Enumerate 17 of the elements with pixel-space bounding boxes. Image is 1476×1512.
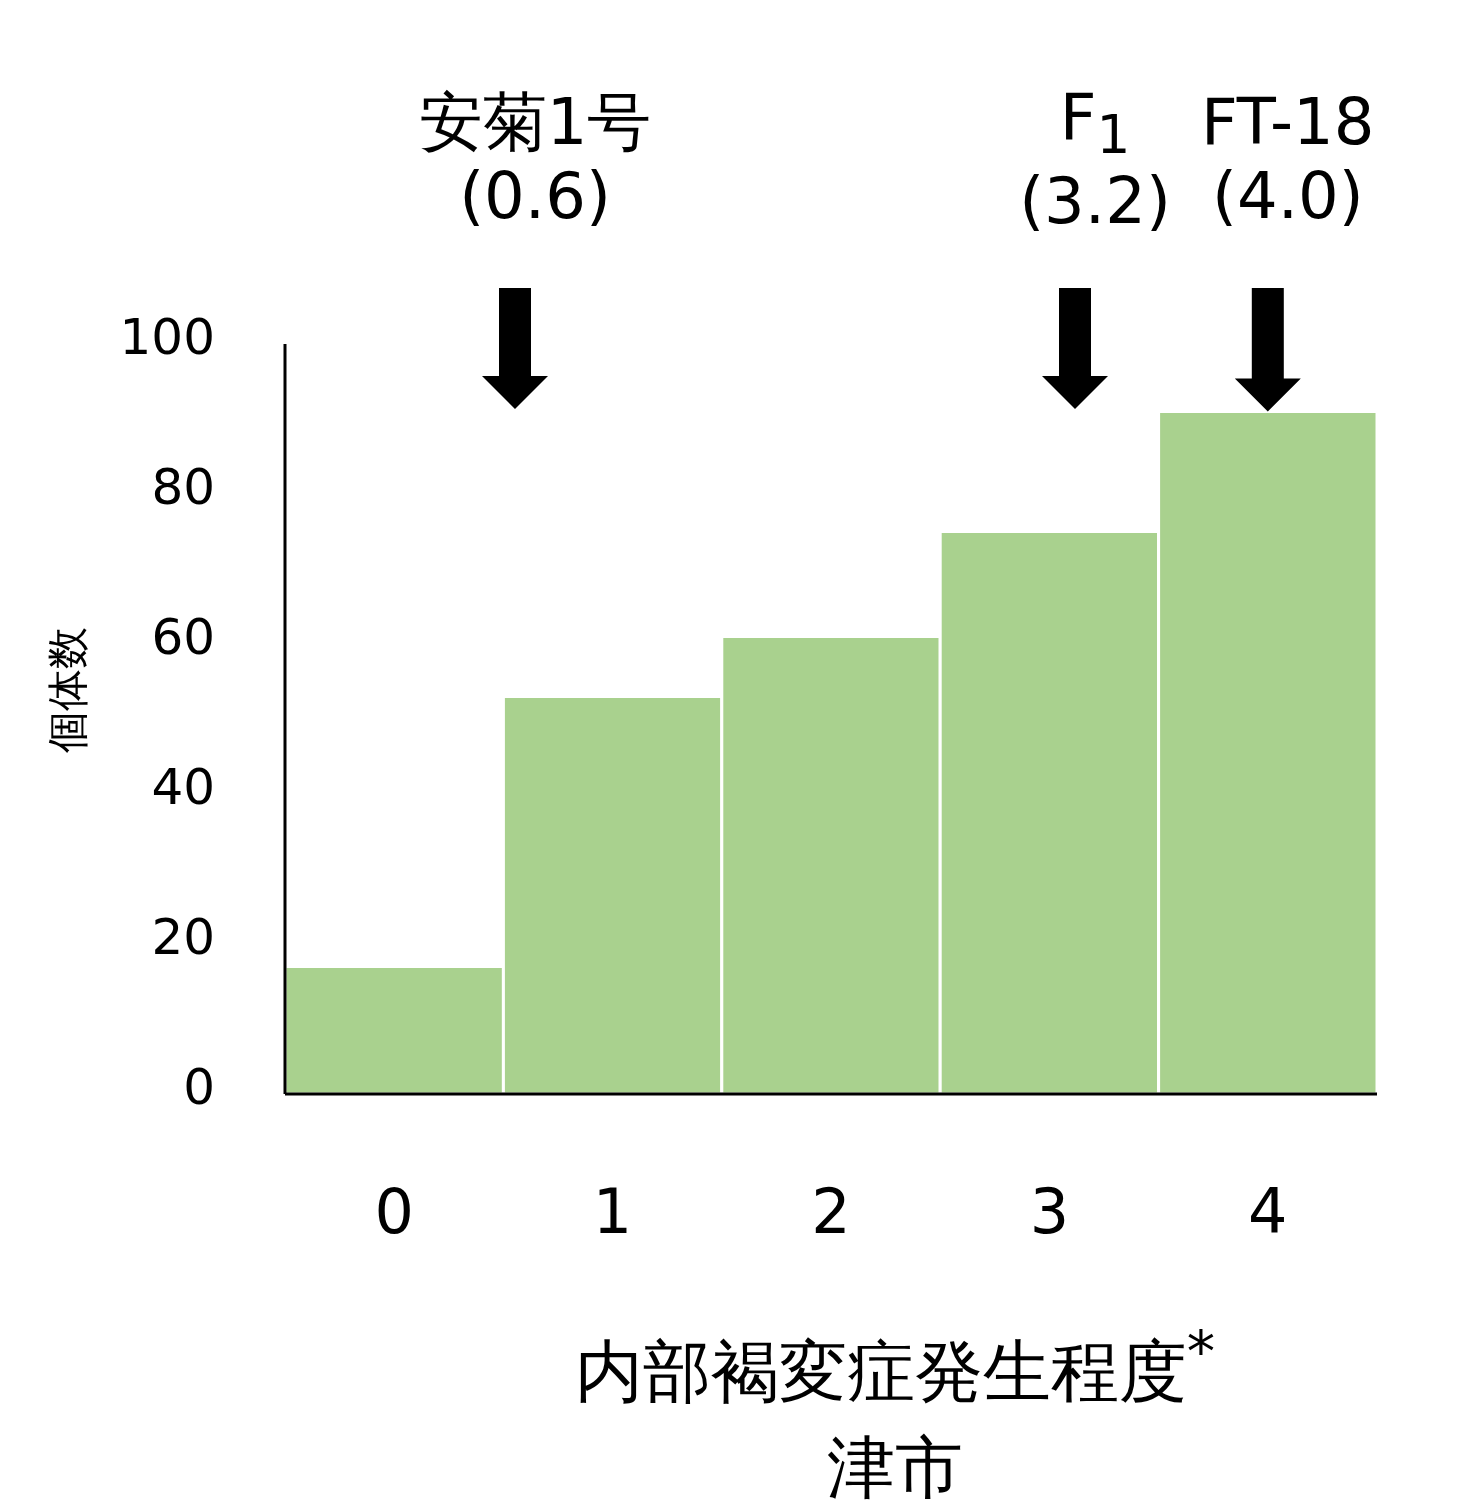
y-tick-label: 80 (151, 458, 215, 517)
y-tick-label: 60 (151, 608, 215, 667)
y-axis-title: 個体数 (42, 627, 93, 753)
x-tick-label: 3 (1029, 1175, 1070, 1249)
y-tick-label: 20 (151, 908, 215, 967)
x-tick-label: 1 (592, 1175, 633, 1249)
y-tick-label: 100 (119, 308, 215, 367)
y-tick-label: 40 (151, 758, 215, 817)
x-tick-label: 4 (1248, 1175, 1288, 1249)
x-tick-label: 2 (811, 1175, 851, 1249)
x-tick-label: 0 (374, 1175, 414, 1249)
x-axis-title: 内部褐変症発生程度$^{*}$ (574, 1318, 1216, 1411)
text: F$_{1}$ (3.2) (1019, 80, 1171, 239)
y-tick-label: 0 (183, 1058, 215, 1117)
annotation: FT-18 (4.0) (1201, 85, 1375, 234)
text: 安菊1号 (0.6) (418, 85, 652, 234)
text: 津市 (827, 1427, 963, 1508)
